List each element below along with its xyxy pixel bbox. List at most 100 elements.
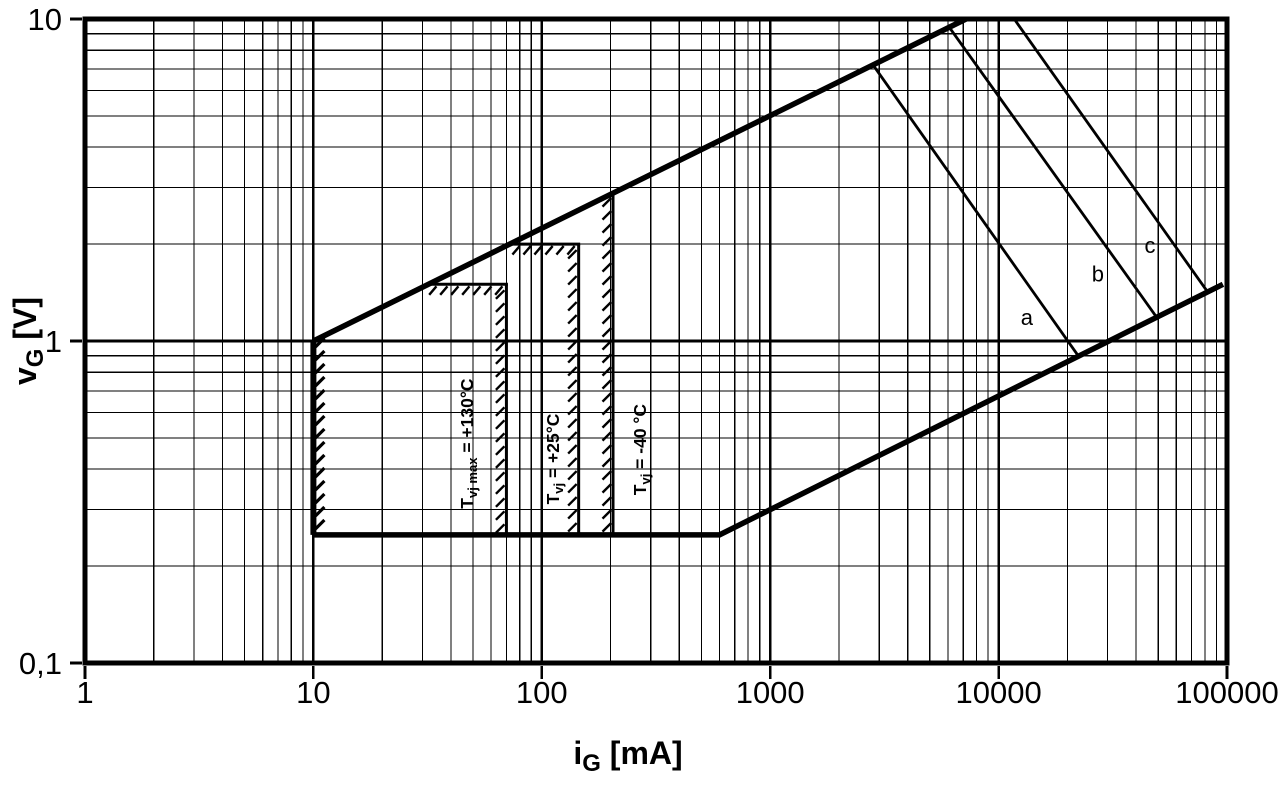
hatch-tick [555, 245, 565, 256]
hatch-tick [314, 492, 326, 505]
hatch-tick [567, 288, 578, 299]
hatch-tick [601, 275, 612, 286]
power-line-a [871, 64, 1080, 357]
hatch-tick [314, 375, 326, 388]
temp-label-group-1: Tvj max = +130°C [457, 378, 480, 509]
hatch-tick [439, 285, 449, 296]
x-tick-label: 10000 [955, 675, 1041, 710]
hatch-tick [495, 510, 506, 521]
hatch-tick [601, 197, 612, 208]
hatch-tick [567, 301, 578, 312]
hatch-tick [567, 418, 578, 429]
temperature-limit-lines: Tvj max = +130°C Tvj = +25°C Tvj = -40 °C [428, 192, 653, 535]
hatch-tick [495, 315, 506, 326]
hatch-tick [314, 466, 326, 479]
hatch-tick [314, 388, 326, 401]
hatch-tick [567, 444, 578, 455]
hatch-tick [495, 458, 506, 469]
hatch-tick [567, 314, 578, 325]
hatch-tick [601, 249, 612, 260]
hatch-tick [601, 210, 612, 221]
hatch-tick [601, 405, 612, 416]
y-axis-title-group: vG [V] [7, 297, 49, 385]
hatch-tick [601, 522, 612, 533]
hatch-tick [450, 285, 460, 296]
hatch-tick [314, 440, 326, 453]
lower-gate-voltage-limit-line [313, 281, 1225, 538]
hatch-tick [601, 431, 612, 442]
hatch-tick [567, 249, 578, 260]
hatch-tick [428, 285, 438, 296]
axis-ticks: 1 10 100 1000 10000 100000 0,1 1 10 [19, 2, 1279, 710]
y-tick-label: 0,1 [19, 646, 62, 681]
hatch-tick [567, 405, 578, 416]
hatch-tick [601, 379, 612, 390]
hatch-tick [314, 479, 326, 492]
power-line-label-b: b [1092, 261, 1104, 286]
hatch-tick [314, 401, 326, 414]
hatch-tick [601, 496, 612, 507]
x-tick-label: 100 [516, 675, 568, 710]
hatch-tick [601, 483, 612, 494]
power-line-label-c: c [1144, 233, 1155, 258]
hatch-tick [522, 245, 532, 256]
hatch-tick [495, 393, 506, 404]
hatch-tick [472, 285, 482, 296]
hatch-tick [533, 245, 543, 256]
hatch-tick [601, 457, 612, 468]
axis-border [82, 16, 1230, 666]
hatch-tick [601, 236, 612, 247]
x-tick-label: 10 [296, 675, 330, 710]
hatch-tick [314, 362, 326, 375]
hatch-tick [544, 245, 554, 256]
hatch-tick [495, 406, 506, 417]
hatch-tick [601, 366, 612, 377]
x-tick-label: 1 [76, 675, 93, 710]
hatch-tick [567, 483, 578, 494]
hatch-tick [567, 431, 578, 442]
hatch-tick [314, 349, 326, 362]
hatch-tick [601, 340, 612, 351]
hatch-tick [601, 262, 612, 273]
hatch-tick [567, 522, 578, 533]
temp-label-1: Tvj max = +130°C [457, 378, 480, 509]
hatch-tick [567, 496, 578, 507]
hatch-tick [494, 285, 504, 296]
hatch-tick [495, 341, 506, 352]
hatch-tick [314, 518, 326, 531]
temp-label-2: Tvj = +25°C [543, 413, 566, 504]
hatch-tick [495, 328, 506, 339]
hatch-tick [567, 353, 578, 364]
temp-label-group-3: Tvj = -40 °C [630, 404, 653, 496]
x-tick-label: 100000 [1175, 675, 1278, 710]
grid [85, 19, 1227, 663]
hatch-tick [567, 470, 578, 481]
hatch-tick [566, 245, 576, 256]
hatch-tick [601, 418, 612, 429]
hatch-tick [495, 523, 506, 534]
hatch-tick [495, 367, 506, 378]
hatch-tick [495, 354, 506, 365]
hatch-tick [483, 285, 493, 296]
power-line-b [948, 26, 1157, 317]
hatch-tick [495, 419, 506, 430]
hatch-tick [601, 301, 612, 312]
hatch-tick [567, 327, 578, 338]
hatch-tick [461, 285, 471, 296]
power-line-c [1013, 18, 1209, 292]
hatch-tick [601, 353, 612, 364]
hatch-tick [567, 340, 578, 351]
limit-curves [310, 16, 1225, 538]
gate-power-lines: a b c [871, 18, 1209, 357]
hatch-tick [601, 444, 612, 455]
hatch-tick [567, 366, 578, 377]
x-axis-title: iG [mA] [573, 735, 682, 777]
y-axis-title: vG [V] [7, 297, 49, 385]
hatch-tick [601, 327, 612, 338]
y-tick-label: 1 [45, 324, 62, 359]
hatch-tick [601, 392, 612, 403]
hatch-tick [601, 223, 612, 234]
